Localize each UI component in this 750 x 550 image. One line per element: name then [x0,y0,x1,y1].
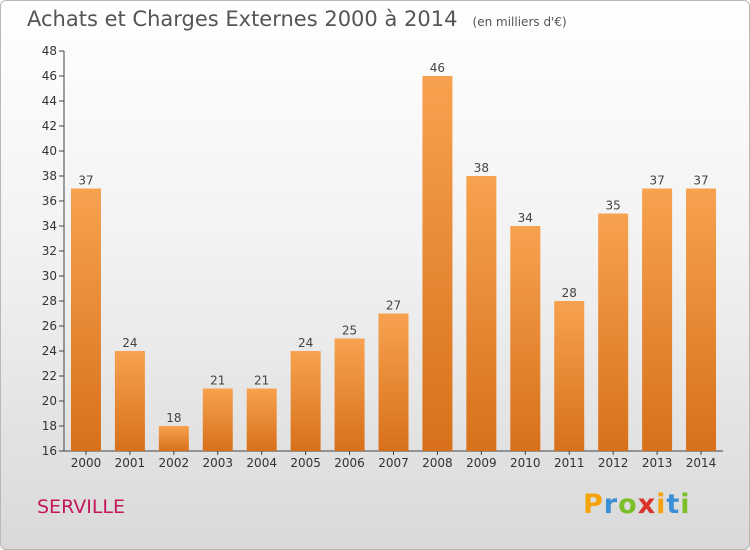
y-tick-label: 22 [42,369,57,383]
data-label: 46 [430,61,445,75]
x-tick-label: 2001 [115,456,146,470]
x-tick-label: 2010 [510,456,541,470]
data-labels: 37 24 18 21 21 24 25 27 46 38 34 28 35 37 37 [78,61,708,425]
commune-name: SERVILLE [37,496,126,518]
bars [70,76,717,451]
logo-letter: x [637,489,657,520]
y-tick-label: 28 [42,294,57,308]
chart-subtitle: (en milliers d'€) [472,15,567,29]
data-label: 18 [166,411,181,425]
x-tick-label: 2004 [246,456,277,470]
logo-letter: r [603,489,619,520]
y-tick-label: 38 [42,169,57,183]
y-tick-label: 48 [42,44,57,58]
data-label: 25 [342,324,357,338]
bar [334,338,365,451]
x-tick-label: 2007 [378,456,409,470]
x-tick-label: 2011 [554,456,585,470]
logo-letter: o [618,489,638,520]
bar [598,213,629,451]
bar [422,76,453,451]
logo-letter: i [656,489,667,520]
y-tick-label: 40 [42,144,57,158]
bar [114,351,145,451]
x-tick-label: 2009 [466,456,497,470]
y-tick-label: 36 [42,194,57,208]
data-label: 28 [562,286,577,300]
bar [686,188,717,451]
x-tick-label: 2012 [598,456,629,470]
logo-letter: t [666,489,681,520]
x-tick-label: 2003 [202,456,233,470]
y-tick-label: 18 [42,419,57,433]
data-label: 21 [210,374,225,388]
y-tick-label: 46 [42,69,57,83]
x-tick-label: 2000 [71,456,102,470]
y-axis: 16 18 20 22 24 26 28 30 32 34 36 38 40 42 44 46 48 [42,44,65,458]
x-tick-label: 2006 [334,456,365,470]
y-tick-label: 26 [42,319,57,333]
data-label: 24 [298,336,313,350]
bar [642,188,673,451]
bar [202,388,233,451]
data-label: 37 [693,174,708,188]
x-tick-label: 2005 [290,456,321,470]
y-tick-label: 30 [42,269,57,283]
bar [158,426,189,451]
y-tick-label: 16 [42,444,57,458]
chart-title: Achats et Charges Externes 2000 à 2014 [27,7,458,31]
y-tick-label: 20 [42,394,57,408]
y-tick-label: 24 [42,344,57,358]
data-label: 37 [78,174,93,188]
data-label: 35 [606,199,621,213]
title-block: Achats et Charges Externes 2000 à 2014 (… [27,7,567,31]
y-tick-label: 44 [42,94,57,108]
logo-letter: i [680,489,691,520]
data-label: 21 [254,374,269,388]
bar [466,176,497,451]
bar [246,388,277,451]
y-tick-label: 32 [42,244,57,258]
data-label: 27 [386,299,401,313]
bar [290,351,321,451]
data-label: 37 [649,174,664,188]
x-tick-label: 2008 [422,456,453,470]
y-tick-label: 42 [42,119,57,133]
x-tick-label: 2002 [159,456,190,470]
data-label: 24 [122,336,137,350]
logo-letter: P [583,489,604,520]
bar [378,313,409,451]
proxiti-logo: Proxiti [583,489,691,520]
y-tick-label: 34 [42,219,57,233]
x-tick-label: 2014 [686,456,717,470]
bar [554,301,585,451]
x-tick-label: 2013 [642,456,673,470]
bar [70,188,101,451]
bar [510,226,541,451]
data-label: 34 [518,211,533,225]
data-label: 38 [474,161,489,175]
x-axis: 2000 2001 2002 2003 2004 2005 2006 2007 2008 2009… [64,450,723,470]
